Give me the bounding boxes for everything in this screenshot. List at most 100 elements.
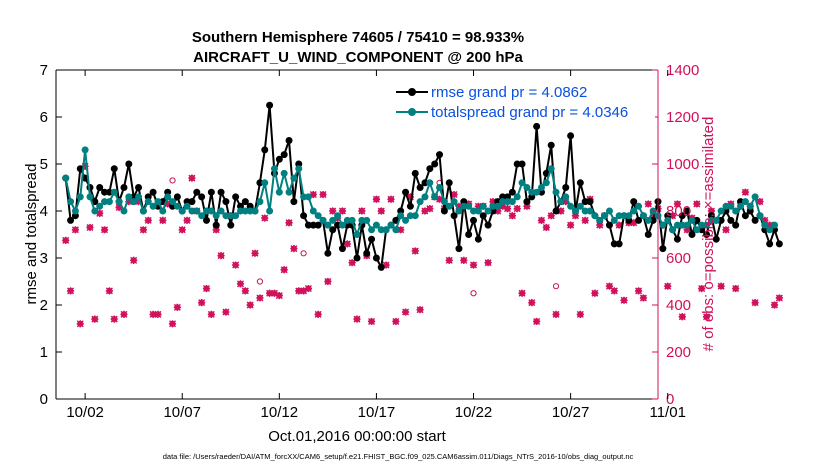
- obs-assimilated-marker: [503, 205, 512, 213]
- totalspread-point: [91, 207, 99, 215]
- obs-assimilated-marker: [198, 299, 206, 307]
- totalspread-point: [178, 207, 186, 215]
- obs-assimilated-marker: [134, 198, 143, 206]
- rmse-point: [727, 216, 735, 224]
- obs-assimilated-marker: [358, 207, 366, 215]
- totalspread-point: [557, 198, 565, 206]
- obs-assimilated-marker: [552, 310, 560, 318]
- obs-assimilated-marker: [338, 207, 347, 215]
- obs-assimilated-marker: [266, 289, 274, 297]
- obs-assimilated-marker: [513, 205, 521, 213]
- totalspread-point: [198, 212, 206, 220]
- obs-assimilated-marker: [183, 216, 191, 224]
- rmse-point: [678, 212, 686, 220]
- totalspread-point: [562, 193, 570, 201]
- chart-subtitle: AIRCRAFT_U_WIND_COMPONENT @ 200 hPa: [193, 49, 523, 66]
- obs-assimilated-marker: [314, 310, 322, 318]
- obs-assimilated-marker: [426, 205, 434, 213]
- rmse-point: [775, 240, 783, 248]
- y-left-tick-label: 1: [40, 344, 48, 361]
- totalspread-point: [533, 188, 541, 196]
- y-right-tick-label: 1400: [666, 62, 699, 79]
- totalspread-point: [732, 207, 740, 215]
- totalspread-point: [659, 221, 667, 229]
- y-left-tick-label: 3: [40, 250, 48, 267]
- totalspread-point: [751, 193, 759, 201]
- obs-assimilated-marker: [683, 226, 691, 234]
- obs-assimilated-marker: [377, 207, 385, 215]
- totalspread-point: [431, 193, 439, 201]
- obs-assimilated-marker: [761, 216, 769, 224]
- obs-assimilated-marker: [309, 190, 317, 199]
- obs-assimilated-marker: [664, 282, 672, 290]
- obs-assimilated-marker: [212, 226, 220, 234]
- rmse-point: [567, 132, 575, 140]
- y-right-tick-label: 1000: [666, 156, 699, 173]
- obs-assimilated-marker: [567, 221, 575, 229]
- rmse-point: [703, 231, 711, 238]
- rmse-point: [120, 184, 128, 191]
- rmse-point: [766, 240, 774, 248]
- rmse-point: [630, 198, 638, 206]
- obs-assimilated-marker: [290, 245, 298, 253]
- obs-assimilated-marker: [610, 287, 618, 295]
- totalspread-point: [625, 212, 633, 220]
- obs-assimilated-marker: [149, 310, 157, 318]
- totalspread-point: [494, 202, 502, 210]
- obs-possible-only-marker: [256, 278, 264, 285]
- obs-assimilated-marker: [469, 261, 478, 269]
- totalspread-point: [737, 202, 745, 210]
- legend-totalspread-label: totalspread grand pr = 4.0346: [431, 104, 628, 121]
- totalspread-point: [285, 188, 293, 196]
- rmse-point: [659, 245, 667, 253]
- totalspread-point: [270, 165, 278, 173]
- obs-assimilated-marker: [280, 266, 288, 274]
- data-file-footnote: data file: /Users/raeder/DAI/ATM_forcXX/…: [163, 452, 634, 461]
- obs-assimilated-marker: [397, 226, 405, 234]
- obs-assimilated-marker: [207, 310, 215, 318]
- rmse-point: [198, 193, 206, 201]
- rmse-point: [241, 198, 249, 206]
- totalspread-point: [576, 202, 584, 210]
- totalspread-point: [149, 202, 157, 210]
- totalspread-point: [338, 221, 346, 229]
- obs-assimilated-marker: [130, 256, 138, 264]
- obs-assimilated-marker: [392, 317, 400, 326]
- totalspread-point: [693, 226, 701, 234]
- rmse-point: [227, 221, 235, 229]
- obs-assimilated-marker: [698, 284, 706, 293]
- y-left-tick-label: 2: [40, 297, 48, 314]
- rmse-point: [125, 160, 133, 168]
- obs-assimilated-marker: [270, 289, 279, 297]
- obs-assimilated-marker: [508, 212, 516, 220]
- rmse-point: [484, 221, 492, 229]
- obs-assimilated-marker: [86, 223, 94, 232]
- totalspread-point: [280, 169, 288, 177]
- totalspread-point: [727, 202, 735, 210]
- rmse-point: [217, 188, 225, 196]
- obs-assimilated-marker: [159, 216, 167, 224]
- obs-assimilated-marker: [188, 174, 196, 182]
- rmse-point: [436, 151, 444, 159]
- obs-assimilated-marker: [615, 221, 623, 229]
- obs-assimilated-marker: [571, 212, 580, 220]
- obs-assimilated-marker: [251, 249, 259, 257]
- obs-assimilated-marker: [76, 320, 84, 328]
- obs-assimilated-marker: [542, 223, 550, 232]
- rmse-point: [275, 155, 283, 163]
- obs-assimilated-marker: [81, 162, 89, 170]
- rmse-point: [368, 235, 376, 243]
- rmse-point: [431, 160, 439, 168]
- obs-assimilated-marker: [66, 287, 75, 295]
- rmse-point: [324, 249, 332, 257]
- totalspread-point: [110, 188, 118, 196]
- obs-assimilated-marker: [494, 207, 502, 215]
- obs-assimilated-marker: [474, 202, 482, 210]
- obs-assimilated-marker: [499, 202, 507, 210]
- rmse-point: [266, 101, 274, 109]
- rmse-point: [173, 193, 181, 201]
- obs-assimilated-marker: [702, 313, 711, 321]
- rmse-point: [372, 254, 380, 262]
- obs-assimilated-marker: [732, 284, 740, 293]
- obs-assimilated-marker: [707, 207, 716, 215]
